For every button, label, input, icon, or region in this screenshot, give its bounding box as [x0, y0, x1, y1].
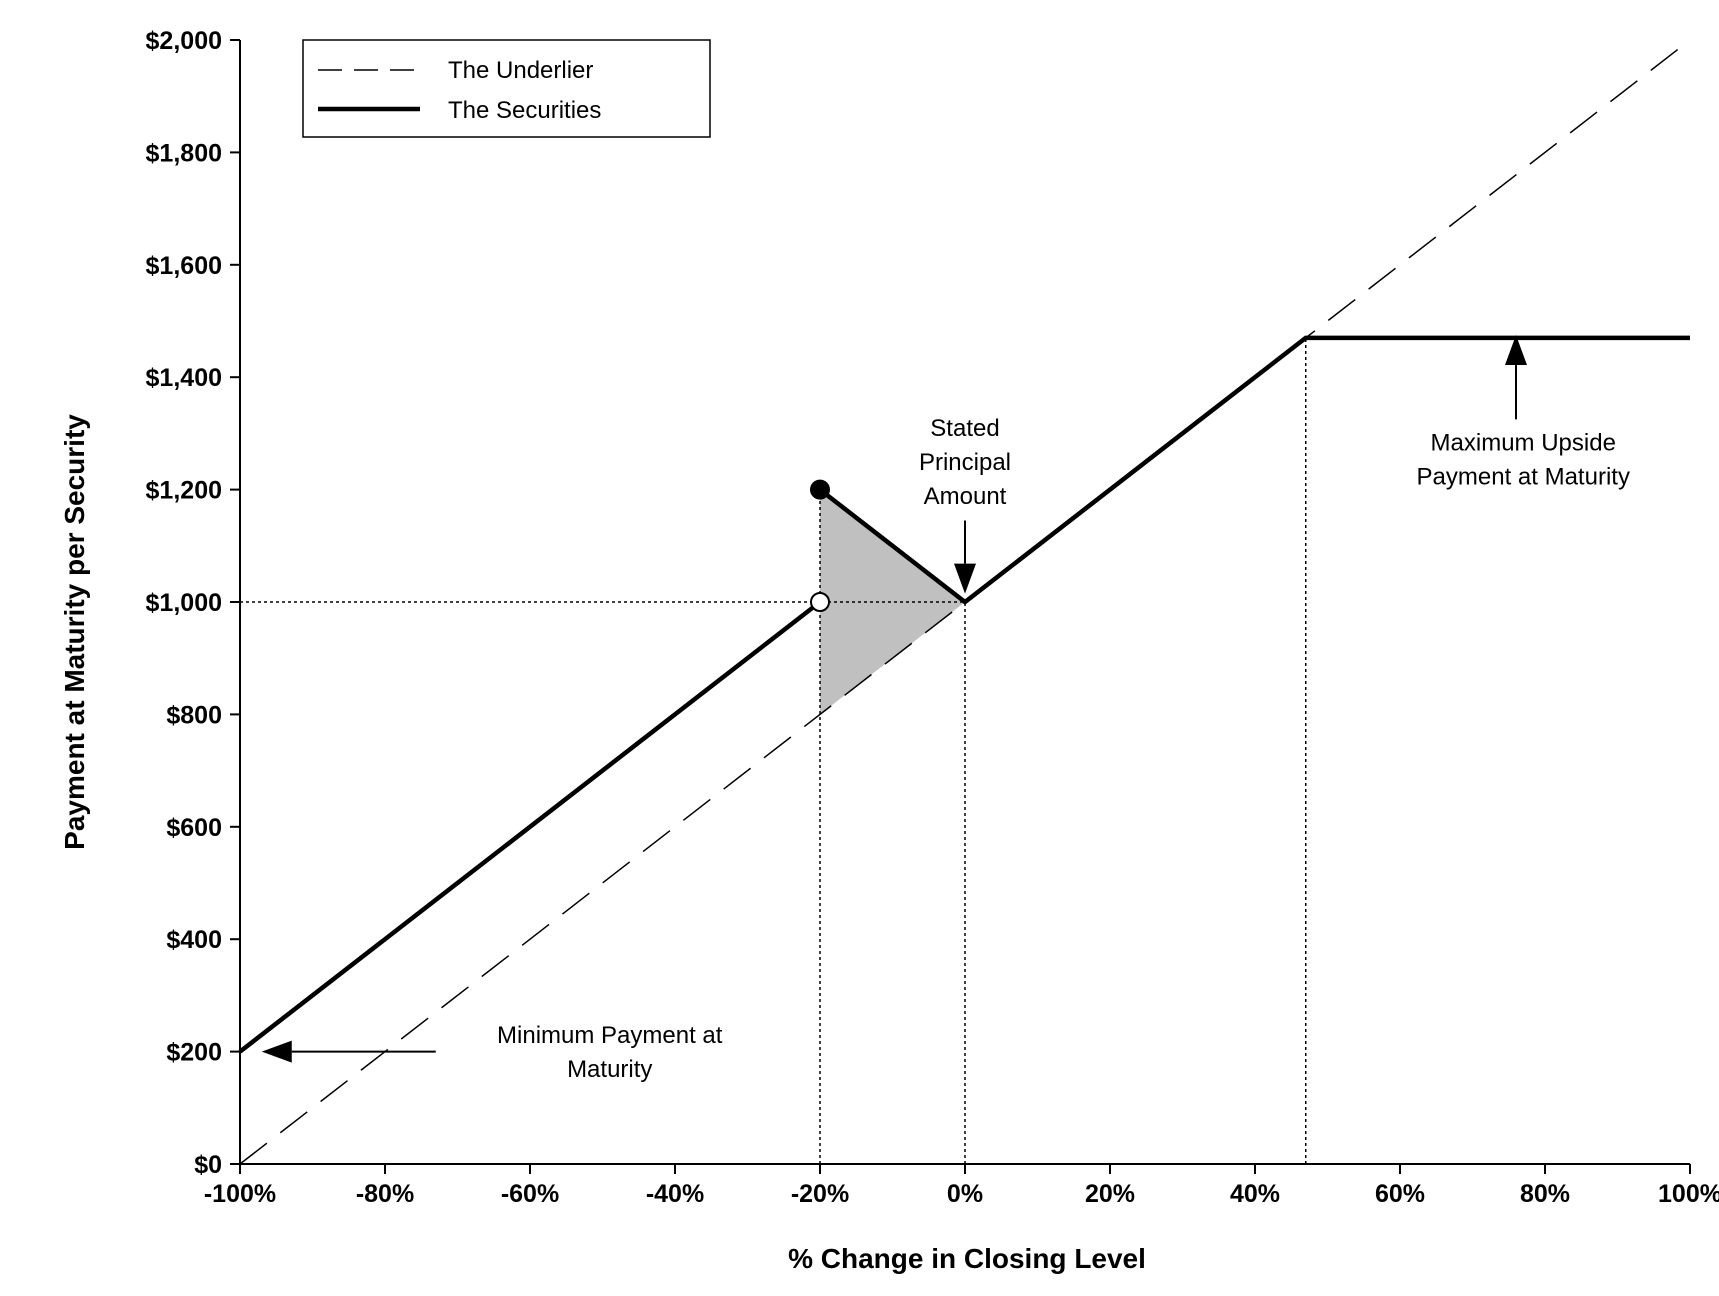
shaded-region: [820, 489, 965, 715]
y-tick-label: $800: [166, 701, 222, 729]
legend: The Underlier The Securities: [302, 39, 711, 138]
x-tick-label: 0%: [947, 1180, 983, 1208]
y-tick-label: $1,200: [146, 477, 222, 505]
x-tick-label: 60%: [1375, 1180, 1425, 1208]
y-tick-label: $1,600: [146, 252, 222, 280]
x-tick-label: -60%: [501, 1180, 559, 1208]
x-tick-label: -20%: [791, 1180, 849, 1208]
y-tick-label: $1,000: [146, 589, 222, 617]
x-tick-label: -100%: [204, 1180, 276, 1208]
marker-filled: [810, 479, 830, 500]
series-securities-segment-1: [818, 335, 1690, 605]
annotation-label-1-1: Payment at Maturity: [1417, 463, 1630, 490]
y-tick-label: $0: [194, 1151, 222, 1179]
annotation-label-2-1: Maturity: [567, 1056, 652, 1083]
annotation-label-0-0: Stated: [930, 415, 999, 442]
x-tick-label: 80%: [1520, 1180, 1570, 1208]
x-tick-label: -40%: [646, 1180, 704, 1208]
annotation-arrow-head: [1505, 335, 1527, 366]
y-tick-label: $1,400: [146, 364, 222, 392]
x-tick-label: 20%: [1085, 1180, 1135, 1208]
plot-area: -100% -80% -60% -40% -20% 0% 20% 40% 60% 80% 100% $…: [146, 27, 1719, 1208]
y-tick-label: $1,800: [146, 139, 222, 167]
y-tick-label: $2,000: [146, 27, 222, 55]
x-tick-label: 40%: [1230, 1180, 1280, 1208]
x-axis-title: % Change in Closing Level: [788, 1243, 1146, 1274]
legend-label-underlier: The Underlier: [448, 57, 593, 84]
annotation-label-0-1: Principal: [919, 449, 1011, 476]
annotation-arrow-head: [954, 563, 976, 594]
marker-open: [810, 592, 830, 612]
x-tick-label: -80%: [356, 1180, 414, 1208]
y-axis-title: Payment at Maturity per Security: [59, 414, 90, 850]
y-tick-label: $600: [166, 814, 222, 842]
x-tick-label: 100%: [1658, 1180, 1719, 1208]
series-securities-segment-0: [238, 600, 822, 1054]
y-tick-label: $400: [166, 926, 222, 954]
y-tick-label: $200: [166, 1039, 222, 1067]
annotation-arrow-head: [261, 1040, 292, 1063]
annotation-label-2-0: Minimum Payment at: [497, 1022, 723, 1049]
annotation-label-1-0: Maximum Upside: [1431, 429, 1616, 456]
legend-label-securities: The Securities: [448, 97, 601, 124]
legend-box: [302, 39, 711, 138]
annotation-label-0-2: Amount: [924, 483, 1007, 510]
